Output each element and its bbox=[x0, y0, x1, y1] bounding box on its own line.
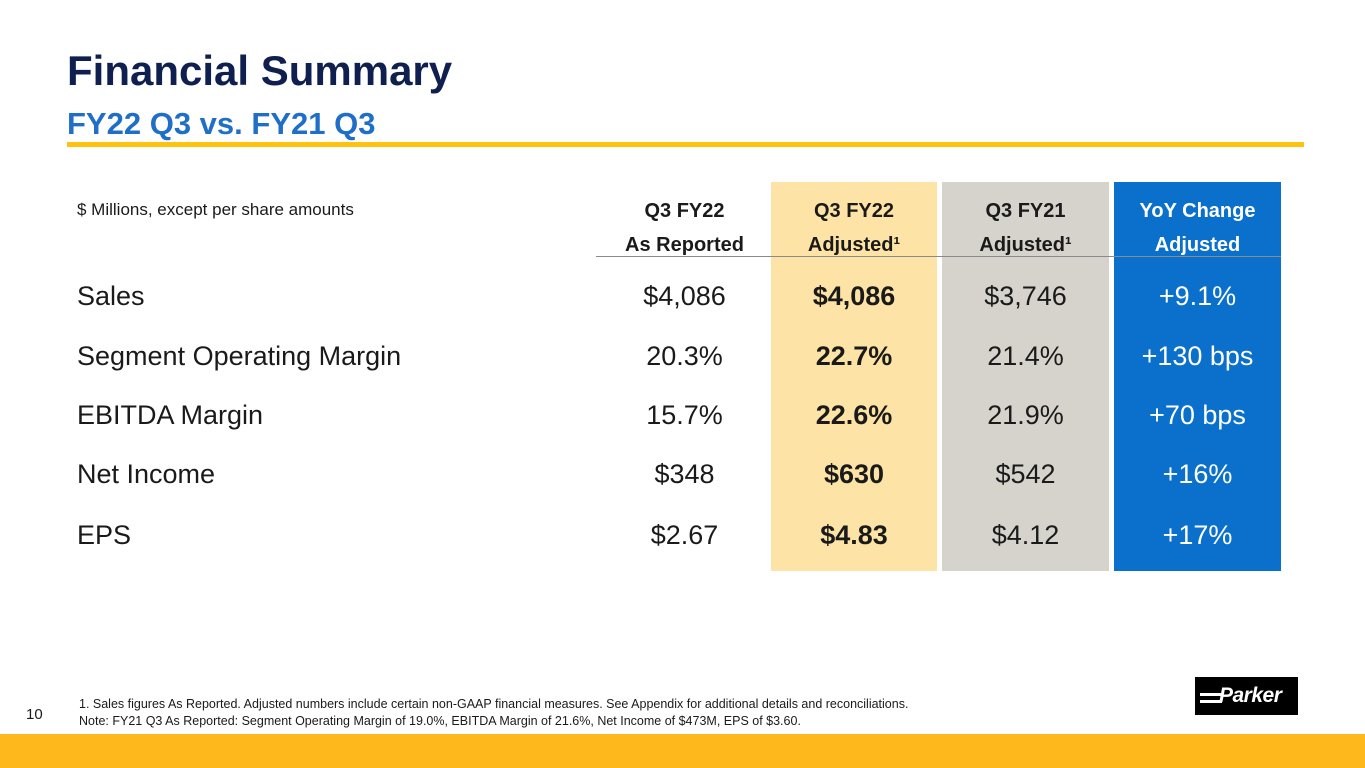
value-adjusted-fy22: $4,086 bbox=[812, 281, 896, 311]
footer-band bbox=[0, 734, 1365, 768]
slide-subtitle: FY22 Q3 vs. FY21 Q3 bbox=[67, 106, 376, 141]
column-header-line: Q3 FY22 bbox=[813, 200, 895, 222]
value-yoy-change: +9.1% bbox=[1158, 281, 1237, 311]
column-header-line: Adjusted bbox=[1154, 234, 1241, 256]
value-adjusted-fy22: 22.6% bbox=[815, 400, 893, 430]
table-row-ebitda-margin: EBITDA Margin 15.7% 22.6% 21.9% +70 bps bbox=[0, 385, 1365, 445]
value-adjusted-fy21: $542 bbox=[995, 459, 1056, 489]
slide-title: Financial Summary bbox=[67, 47, 453, 94]
value-yoy-change: +70 bps bbox=[1149, 400, 1246, 430]
value-adjusted-fy22: $630 bbox=[823, 459, 885, 489]
row-label: Net Income bbox=[77, 459, 216, 489]
value-reported: $2.67 bbox=[650, 520, 719, 550]
logo-stripe bbox=[1200, 693, 1222, 696]
value-adjusted-fy22: 22.7% bbox=[815, 341, 893, 371]
row-label: Sales bbox=[77, 281, 145, 311]
column-header-adjusted-fy22: Q3 FY22 Adjusted¹ bbox=[771, 194, 937, 262]
column-header-reported: Q3 FY22 As Reported bbox=[598, 194, 771, 262]
table-row-segment-operating-margin: Segment Operating Margin 20.3% 22.7% 21.… bbox=[0, 326, 1365, 386]
column-header-line: Adjusted¹ bbox=[979, 234, 1072, 256]
value-adjusted-fy21: 21.9% bbox=[987, 400, 1064, 430]
value-adjusted-fy21: $3,746 bbox=[984, 281, 1067, 311]
value-reported: $4,086 bbox=[643, 281, 726, 311]
logo-wordmark: Parker bbox=[1219, 684, 1282, 707]
logo-stripe bbox=[1200, 700, 1222, 703]
column-header-line: Adjusted¹ bbox=[807, 234, 901, 256]
parker-logo: Parker bbox=[1195, 677, 1298, 715]
units-note: $ Millions, except per share amounts bbox=[77, 200, 354, 219]
value-reported: 20.3% bbox=[646, 341, 723, 371]
value-reported: 15.7% bbox=[646, 400, 723, 430]
value-yoy-change: +17% bbox=[1162, 520, 1233, 550]
value-adjusted-fy21: $4.12 bbox=[991, 520, 1060, 550]
table-row-eps: EPS $2.67 $4.83 $4.12 +17% bbox=[0, 505, 1365, 565]
footnotes: 1. Sales figures As Reported. Adjusted n… bbox=[79, 696, 908, 730]
column-header-yoy-change: YoY Change Adjusted bbox=[1114, 194, 1281, 262]
column-header-line: Q3 FY22 bbox=[644, 200, 725, 222]
column-header-line: As Reported bbox=[625, 234, 744, 256]
page-number: 10 bbox=[26, 706, 43, 723]
footnote-line: 1. Sales figures As Reported. Adjusted n… bbox=[79, 697, 909, 711]
column-header-line: Q3 FY21 bbox=[985, 200, 1066, 222]
value-yoy-change: +130 bps bbox=[1141, 341, 1254, 371]
yoy-change-column-highlight bbox=[1114, 182, 1281, 571]
value-yoy-change: +16% bbox=[1162, 459, 1233, 489]
value-adjusted-fy22: $4.83 bbox=[820, 520, 888, 550]
column-header-adjusted-fy21: Q3 FY21 Adjusted¹ bbox=[942, 194, 1109, 262]
header-divider bbox=[596, 256, 1281, 257]
adjusted-column-highlight bbox=[771, 182, 937, 571]
title-divider bbox=[67, 142, 1304, 147]
prior-year-column-highlight bbox=[942, 182, 1109, 571]
row-label: EPS bbox=[77, 520, 132, 550]
row-label: Segment Operating Margin bbox=[77, 341, 402, 371]
table-row-sales: Sales $4,086 $4,086 $3,746 +9.1% bbox=[0, 266, 1365, 326]
value-adjusted-fy21: 21.4% bbox=[987, 341, 1064, 371]
table-row-net-income: Net Income $348 $630 $542 +16% bbox=[0, 444, 1365, 504]
column-header-line: YoY Change bbox=[1139, 200, 1256, 222]
value-reported: $348 bbox=[654, 459, 715, 489]
row-label: EBITDA Margin bbox=[77, 400, 264, 430]
footnote-line: Note: FY21 Q3 As Reported: Segment Opera… bbox=[79, 714, 801, 728]
